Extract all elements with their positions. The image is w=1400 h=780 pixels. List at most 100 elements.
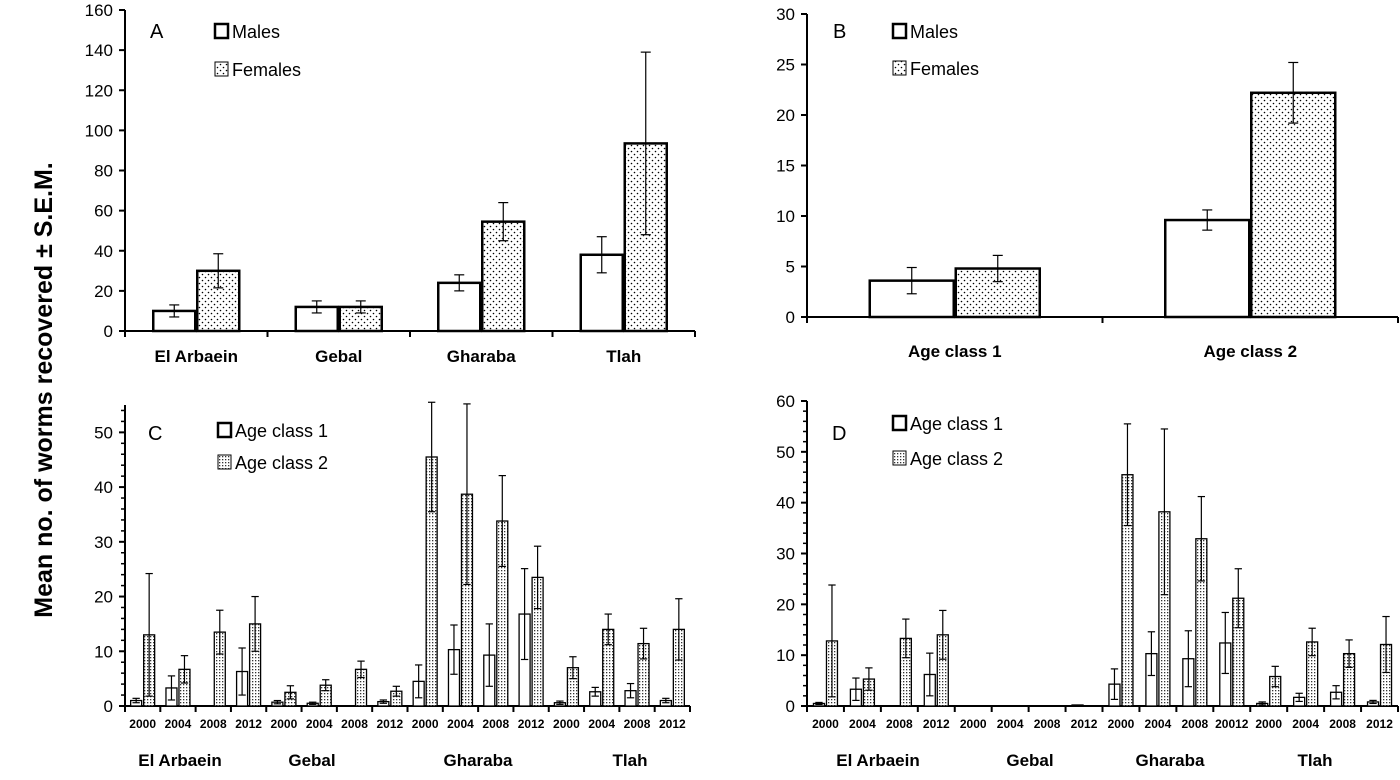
y-tick-label: 0: [786, 697, 795, 716]
panel-label: C: [148, 423, 162, 445]
legend-swatch: [216, 421, 233, 439]
y-tick-label: 10: [776, 646, 795, 665]
y-tick-label: 80: [94, 162, 113, 181]
x-tick-label: 2012: [659, 717, 686, 731]
y-tick-label: 40: [776, 494, 795, 513]
x-tick-label: 20012: [1215, 717, 1249, 731]
x-tick-label: 2000: [1108, 717, 1135, 731]
legend: Males Females: [891, 22, 979, 79]
legend-swatch: [214, 61, 229, 77]
group-label: Tlah: [613, 751, 648, 770]
y-tick-label: 30: [776, 5, 795, 24]
group-label: Gebal: [288, 751, 335, 770]
legend-swatch: [213, 22, 230, 40]
legend-label: Males: [910, 22, 958, 42]
panel-label: B: [833, 21, 846, 43]
x-tick-label: 2012: [518, 717, 545, 731]
x-tick-label: 2000: [412, 717, 439, 731]
group-label: El Arbaein: [138, 751, 221, 770]
x-tick-label: 2000: [960, 717, 987, 731]
legend-label: Males: [232, 22, 280, 42]
bar-age-class-1: [1071, 704, 1084, 707]
y-tick-label: 20: [94, 282, 113, 301]
legend: Males Females: [213, 22, 301, 80]
y-tick-label: 15: [776, 157, 795, 176]
x-tick-label: 2004: [588, 717, 615, 731]
y-tick-label: 20: [94, 588, 113, 607]
y-tick-label: 50: [94, 423, 113, 442]
x-tick-label: 2000: [553, 717, 580, 731]
x-tick-label: 2012: [1071, 717, 1098, 731]
y-tick-label: 30: [776, 545, 795, 564]
bar-males: [1164, 218, 1251, 319]
panel-c: 0 10 20 30 40 50 2000 2004 2008 2012 2000 2004 2008 2…: [94, 401, 691, 770]
legend-label: Females: [232, 60, 301, 80]
legend-swatch: [891, 414, 908, 432]
bar-females: [954, 267, 1041, 319]
x-tick-label: 2008: [1329, 717, 1356, 731]
group-label: Gebal: [1006, 751, 1053, 770]
x-tick-label: Age class 2: [1203, 342, 1297, 361]
y-tick-label: 0: [104, 697, 113, 716]
x-tick-label: 2004: [165, 717, 192, 731]
panel-label: A: [150, 21, 164, 43]
x-tick-label: 2008: [886, 717, 913, 731]
y-tick-label: 120: [85, 81, 113, 100]
x-tick-label: Gebal: [315, 347, 362, 366]
x-tick-label: 2004: [1145, 717, 1172, 731]
legend: Age class 1 Age class 2: [891, 414, 1003, 469]
legend-label: Females: [910, 59, 979, 79]
x-tick-label: 2004: [849, 717, 876, 731]
y-tick-label: 30: [94, 533, 113, 552]
legend-label: Age class 1: [235, 421, 328, 441]
x-tick-label: 2000: [271, 717, 298, 731]
x-tick-label: 2008: [624, 717, 651, 731]
x-tick-label: 2004: [447, 717, 474, 731]
y-tick-label: 40: [94, 242, 113, 261]
legend-swatch: [892, 450, 907, 466]
y-tick-label: 100: [85, 121, 113, 140]
y-tick-label: 0: [786, 308, 795, 327]
x-tick-label: 2000: [1255, 717, 1282, 731]
bar-females: [1250, 91, 1337, 319]
x-tick-label: 2008: [482, 717, 509, 731]
group-label: El Arbaein: [836, 751, 919, 770]
x-tick-label: 2008: [1034, 717, 1061, 731]
y-tick-label: 25: [776, 56, 795, 75]
y-axis-title: Mean no. of worms recovered ± S.E.M.: [30, 162, 58, 618]
group-label: Tlah: [1298, 751, 1333, 770]
x-tick-label: 2012: [376, 717, 403, 731]
x-tick-label: Age class 1: [908, 342, 1002, 361]
group-label: Gharaba: [1136, 751, 1206, 770]
panel-label: D: [832, 423, 846, 445]
y-tick-label: 0: [104, 322, 113, 341]
x-tick-label: 2004: [1292, 717, 1319, 731]
legend-swatch: [892, 60, 907, 76]
y-tick-label: 140: [85, 41, 113, 60]
y-tick-label: 20: [776, 595, 795, 614]
x-tick-label: 2008: [341, 717, 368, 731]
legend-swatch: [891, 22, 908, 40]
x-tick-label: 2004: [306, 717, 333, 731]
y-tick-label: 10: [776, 207, 795, 226]
x-tick-label: 2000: [812, 717, 839, 731]
panel-d: 0 10 20 30 40 50 60 2000 2004 2008 2012 2000 2004 200…: [776, 392, 1399, 770]
y-tick-label: 5: [786, 258, 795, 277]
y-tick-label: 10: [94, 642, 113, 661]
legend-label: Age class 2: [235, 453, 328, 473]
group-label: Gharaba: [444, 751, 514, 770]
y-tick-label: 60: [776, 392, 795, 411]
legend: Age class 1 Age class 2: [216, 421, 328, 473]
x-tick-label: 2012: [1366, 717, 1393, 731]
x-tick-label: 2000: [129, 717, 156, 731]
y-tick-label: 60: [94, 202, 113, 221]
x-tick-label: El Arbaein: [155, 347, 238, 366]
legend-label: Age class 2: [910, 449, 1003, 469]
y-tick-label: 50: [776, 443, 795, 462]
panel-a: 0 20 40 60 80 100 120 140 160 El Arbaein Gebal Ghar…: [85, 1, 696, 366]
legend-label: Age class 1: [910, 414, 1003, 434]
x-tick-label: Tlah: [606, 347, 641, 366]
x-tick-label: 2004: [997, 717, 1024, 731]
x-tick-label: Gharaba: [447, 347, 517, 366]
y-tick-label: 160: [85, 1, 113, 20]
